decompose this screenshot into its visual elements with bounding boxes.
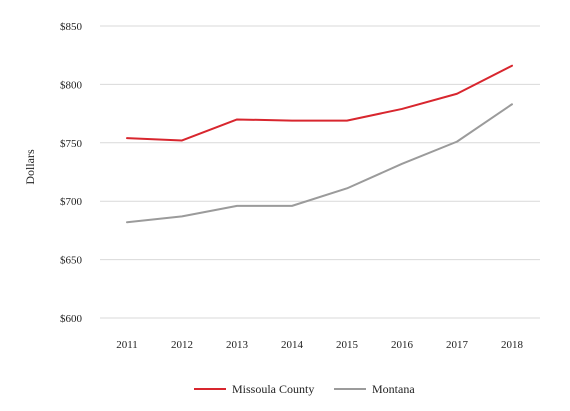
legend: Missoula County Montana: [194, 382, 415, 396]
y-tick-label: $650: [60, 255, 83, 267]
x-tick-label: 2015: [336, 339, 359, 351]
x-tick-label: 2018: [501, 339, 524, 351]
x-tick-label: 2013: [226, 339, 249, 351]
series-lines: [126, 64, 513, 224]
x-tick-label: 2012: [171, 339, 193, 351]
x-tick-label: 2016: [391, 339, 414, 351]
x-axis-ticks: 2011 2012 2013 2014 2015 2016 2017 2018: [116, 339, 523, 351]
y-tick-label: $800: [60, 79, 83, 91]
y-tick-label: $850: [60, 21, 83, 33]
gridlines: [100, 25, 540, 319]
series-line: [126, 64, 513, 142]
x-tick-label: 2014: [281, 339, 304, 351]
y-tick-label: $600: [60, 313, 83, 325]
y-tick-label: $700: [60, 196, 83, 208]
legend-label: Missoula County: [232, 382, 314, 396]
y-axis-ticks: $600 $650 $700 $750 $800 $850: [60, 21, 83, 325]
x-tick-label: 2011: [116, 339, 138, 351]
y-tick-label: $750: [60, 138, 83, 150]
x-tick-label: 2017: [446, 339, 469, 351]
y-axis-title: Dollars: [23, 149, 37, 185]
series-line: [126, 103, 513, 224]
legend-label: Montana: [372, 382, 415, 396]
